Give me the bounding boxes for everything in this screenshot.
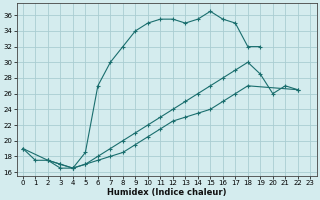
X-axis label: Humidex (Indice chaleur): Humidex (Indice chaleur): [107, 188, 226, 197]
